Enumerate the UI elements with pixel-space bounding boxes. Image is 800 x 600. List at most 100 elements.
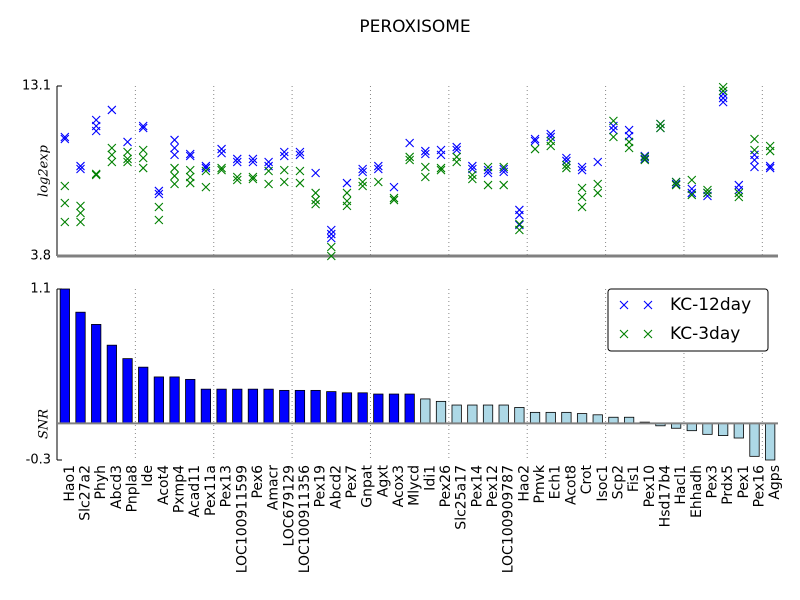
bar (545, 411, 556, 424)
cross-marker (138, 145, 148, 155)
y-tick-label: 3.8 (30, 249, 51, 264)
cross-marker (170, 143, 179, 153)
x-tick-label: Pex7 (344, 465, 360, 499)
cross-marker (452, 145, 462, 155)
cross-marker (123, 154, 132, 164)
cross-marker (514, 210, 524, 220)
cross-marker (640, 151, 650, 161)
x-tick-label: Fis1 (626, 465, 642, 492)
cross-marker (170, 171, 179, 181)
bar (733, 422, 744, 439)
cross-marker (279, 177, 289, 187)
cross-marker (76, 208, 85, 218)
cross-marker (217, 163, 226, 173)
cross-marker (562, 153, 571, 163)
cross-marker (248, 157, 258, 167)
cross-marker (201, 163, 211, 173)
cross-marker (750, 155, 759, 165)
cross-marker (358, 181, 368, 191)
legend-label: KC-3day (670, 324, 740, 344)
x-tick-label: LOC679129 (281, 465, 297, 547)
cross-marker (530, 144, 540, 154)
cross-marker (687, 175, 697, 185)
cross-marker (154, 215, 164, 225)
cross-marker (138, 121, 148, 131)
x-tick-label: Hao1 (62, 465, 78, 502)
cross-marker (420, 162, 430, 172)
bar (326, 391, 337, 424)
x-tick-label: LOC100911356 (297, 465, 313, 573)
bar (765, 422, 776, 461)
x-tick-label: Pmvk (532, 464, 548, 503)
cross-marker (326, 251, 336, 261)
cross-marker (185, 151, 195, 161)
x-tick-label: Acad11 (187, 465, 203, 517)
cross-marker (123, 157, 132, 167)
cross-marker (483, 180, 493, 190)
cross-marker (373, 177, 383, 187)
cross-marker (593, 157, 603, 167)
cross-marker (420, 146, 430, 156)
cross-marker (562, 163, 571, 173)
cross-marker (91, 126, 101, 136)
x-tick-label: Mlycd (407, 465, 423, 506)
cross-marker (279, 165, 289, 175)
cross-marker (687, 188, 697, 198)
bar (341, 392, 353, 424)
cross-marker (76, 217, 85, 227)
x-tick-label: LOC100909787 (501, 465, 517, 573)
bar (294, 389, 306, 424)
bar (451, 404, 462, 424)
cross-marker (326, 229, 336, 239)
cross-marker (358, 164, 368, 174)
x-tick-label: Gnpat (360, 465, 376, 508)
bar (718, 422, 729, 436)
bar (404, 393, 415, 424)
cross-marker (389, 193, 399, 203)
cross-marker (91, 170, 101, 180)
cross-marker (718, 97, 728, 107)
x-tick-label: Acot4 (156, 465, 172, 505)
cross-marker (358, 177, 368, 187)
cross-marker (107, 105, 117, 115)
cross-marker (514, 225, 524, 235)
cross-marker (718, 89, 728, 99)
x-tick-label: Hsd17b4 (657, 465, 673, 527)
cross-marker (138, 123, 148, 133)
cross-marker (326, 242, 336, 252)
cross-marker (436, 165, 446, 175)
cross-marker (217, 144, 226, 154)
cross-marker (248, 154, 258, 164)
cross-marker (311, 195, 321, 205)
cross-marker (609, 132, 618, 142)
cross-marker (264, 166, 273, 176)
cross-marker (232, 154, 242, 164)
cross-marker (546, 132, 556, 142)
cross-marker (248, 174, 258, 184)
cross-marker (703, 185, 712, 195)
cross-marker (577, 202, 587, 212)
cross-marker (138, 153, 148, 163)
cross-marker (76, 164, 85, 174)
cross-marker (420, 172, 430, 182)
cross-marker (138, 163, 148, 173)
cross-marker (734, 185, 744, 195)
x-tick-label: Prdx5 (720, 465, 736, 505)
x-tick-label: Pex19 (313, 465, 329, 507)
cross-marker (405, 152, 415, 162)
cross-marker (562, 156, 571, 166)
cross-marker (154, 186, 164, 196)
cross-marker (656, 119, 665, 129)
cross-marker (311, 199, 321, 209)
cross-marker (217, 148, 226, 158)
cross-marker (577, 183, 587, 193)
cross-marker (358, 167, 368, 177)
x-tick-label: Hacl1 (673, 465, 689, 505)
x-tick-label: Crot (579, 464, 595, 494)
cross-marker (640, 155, 650, 165)
y-axis-label: SNR (37, 409, 52, 439)
cross-marker (154, 189, 164, 199)
cross-marker (499, 162, 509, 172)
chart-title: PEROXISOME (359, 17, 470, 37)
cross-marker (483, 165, 493, 175)
